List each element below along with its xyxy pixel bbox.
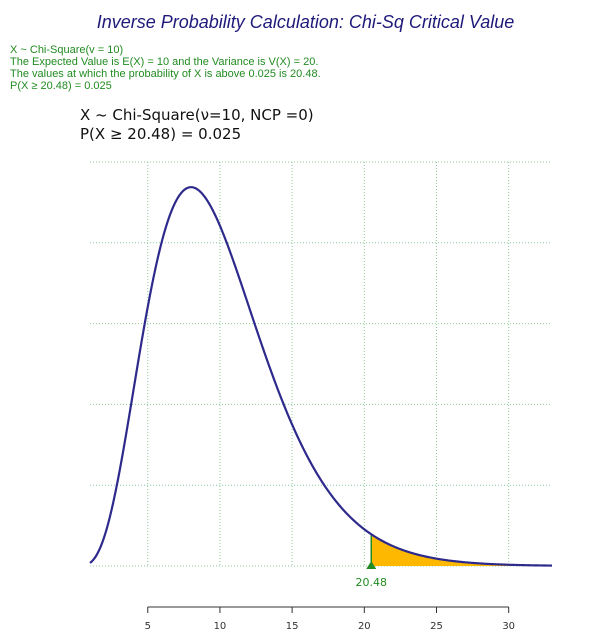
info-line-probability: P(X ≥ 20.48) = 0.025 bbox=[10, 80, 112, 92]
x-axis-tick-label: 25 bbox=[430, 621, 443, 632]
x-axis: 5 10 15 20 25 30 bbox=[145, 606, 515, 632]
x-axis-tick-label: 20 bbox=[358, 621, 371, 632]
plot-label-block: X ~ Chi-Square(ν=10, NCP =0) P(X ≥ 20.48… bbox=[80, 106, 314, 144]
critical-value-label: 20.48 bbox=[355, 576, 387, 589]
info-line-critical-value: The values at which the probability of X… bbox=[10, 68, 321, 80]
x-axis-tick-label: 10 bbox=[214, 621, 227, 632]
chart-title: Inverse Probability Calculation: Chi-Sq … bbox=[96, 12, 515, 32]
critical-value-marker bbox=[366, 561, 377, 569]
plot-label-probability: P(X ≥ 20.48) = 0.025 bbox=[80, 125, 242, 143]
plot-label-distribution: X ~ Chi-Square(ν=10, NCP =0) bbox=[80, 106, 314, 124]
x-axis-tick-label: 5 bbox=[145, 621, 151, 632]
info-text-block: X ~ Chi-Square(v = 10) The Expected Valu… bbox=[10, 44, 321, 92]
grid-layer bbox=[90, 161, 552, 567]
info-line-expected-value: The Expected Value is E(X) = 10 and the … bbox=[10, 56, 319, 68]
upper-tail-shaded-area bbox=[371, 534, 552, 566]
x-axis-tick-label: 15 bbox=[286, 621, 299, 632]
x-axis-tick-label: 30 bbox=[502, 621, 515, 632]
density-curve bbox=[89, 186, 553, 567]
info-line-distribution: X ~ Chi-Square(v = 10) bbox=[10, 44, 124, 56]
